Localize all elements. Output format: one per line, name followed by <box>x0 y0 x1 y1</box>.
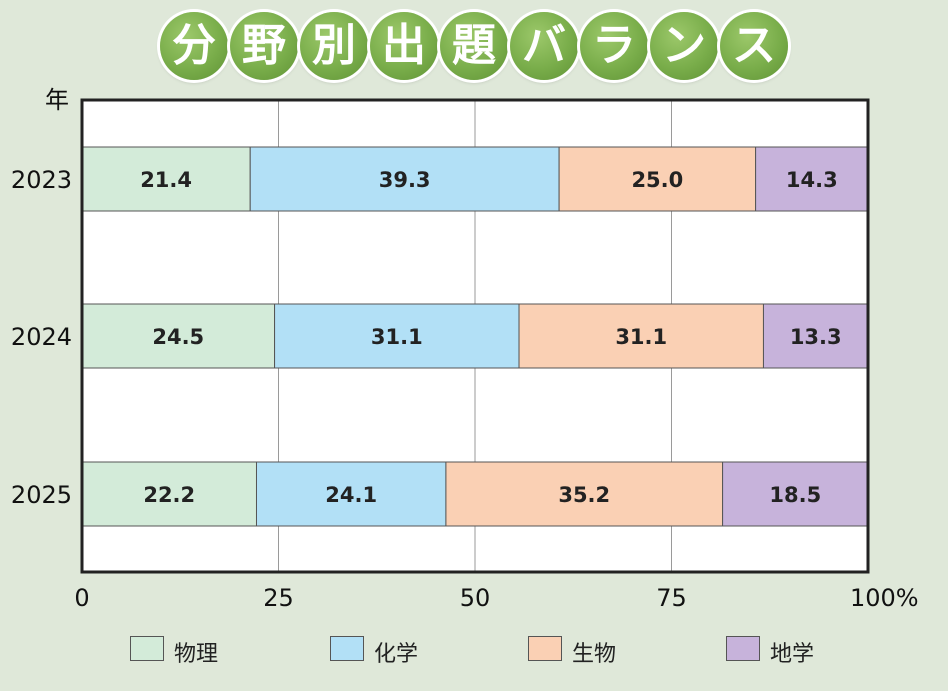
x-tick-label: 50 <box>460 584 491 612</box>
legend-label: 生物 <box>572 642 617 667</box>
legend-swatch <box>330 636 364 661</box>
data-label: 31.1 <box>371 325 423 349</box>
data-label: 22.2 <box>143 483 195 507</box>
legend-label: 地学 <box>770 642 815 667</box>
data-label: 39.3 <box>379 168 431 192</box>
data-label: 18.5 <box>769 483 821 507</box>
bar-segment <box>255 461 447 527</box>
x-tick-label: 100% <box>850 584 919 612</box>
bars: 21.4 39.3 25.0 14.3 24.5 31.1 31.1 13.3 22.2 24.1… <box>81 146 869 527</box>
legend-label: 化学 <box>374 642 419 667</box>
x-tick-label: 25 <box>263 584 294 612</box>
y-axis-labels: 2023 2024 2025 <box>11 166 72 509</box>
title-char: ン <box>650 12 718 80</box>
bar-segment <box>722 461 869 527</box>
y-category-label: 2025 <box>11 481 72 509</box>
data-label: 24.1 <box>325 483 377 507</box>
x-axis-labels: 0 25 50 75 100% <box>74 584 918 612</box>
title-char: ラ <box>580 12 648 80</box>
bar-segment <box>81 146 251 212</box>
title-char: 野 <box>230 12 298 80</box>
bar-segment <box>274 303 520 369</box>
bar-segment <box>755 146 869 212</box>
legend-swatch <box>726 636 760 661</box>
legend-swatch <box>130 636 164 661</box>
bar-segment <box>81 303 276 369</box>
data-label: 25.0 <box>631 168 683 192</box>
x-tick-label: 75 <box>656 584 687 612</box>
data-label: 14.3 <box>786 168 838 192</box>
data-label: 31.1 <box>615 325 667 349</box>
title-char: 題 <box>440 12 508 80</box>
title-char: 別 <box>300 12 368 80</box>
data-label: 13.3 <box>790 325 842 349</box>
y-category-label: 2024 <box>11 323 72 351</box>
legend-swatch <box>528 636 562 661</box>
title-char: ス <box>720 12 788 80</box>
bar-segment <box>249 146 560 212</box>
title-char: 出 <box>370 12 438 80</box>
title-char: 分 <box>160 12 228 80</box>
legend-label: 物理 <box>174 642 219 667</box>
title-char: バ <box>510 12 578 80</box>
data-label: 35.2 <box>558 483 610 507</box>
x-tick-label: 0 <box>74 584 89 612</box>
plot-frame <box>80 98 870 574</box>
data-label: 21.4 <box>140 168 192 192</box>
chart-title: 分野別出題バランス <box>160 12 790 84</box>
y-category-label: 2023 <box>11 166 72 194</box>
y-axis-title: 年 <box>45 86 69 114</box>
bar-segment <box>762 303 869 369</box>
bar-segment <box>558 146 757 212</box>
bar-segment <box>81 461 257 527</box>
bar-segment <box>445 461 724 527</box>
bar-segment <box>518 303 764 369</box>
data-label: 24.5 <box>152 325 204 349</box>
